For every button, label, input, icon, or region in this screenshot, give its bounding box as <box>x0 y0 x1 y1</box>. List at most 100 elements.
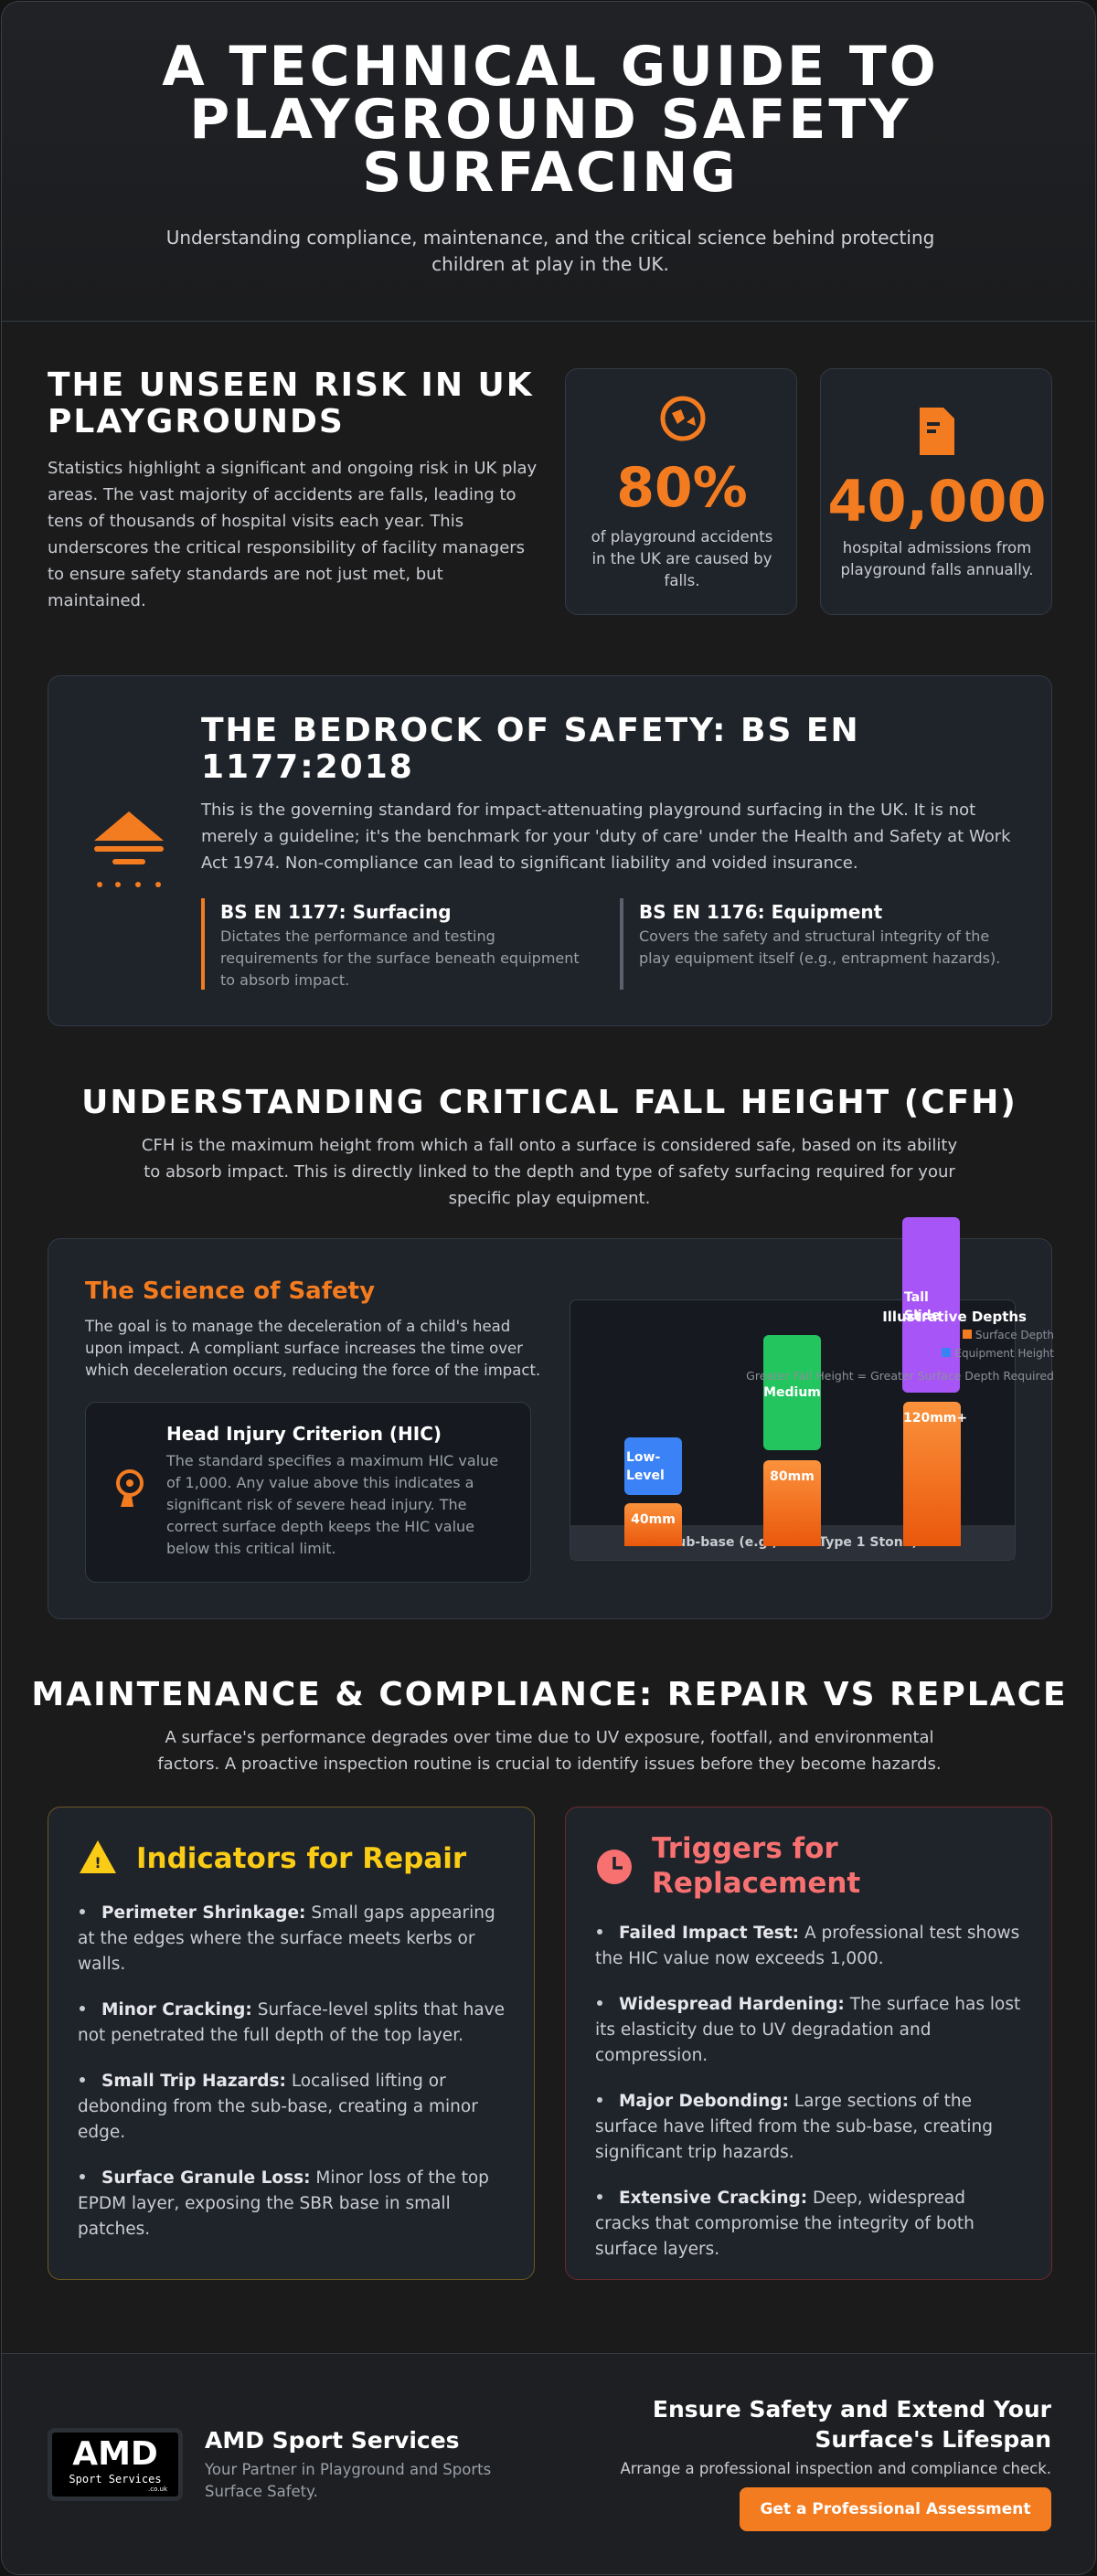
equipment-height-bar: Low-Level <box>624 1437 682 1495</box>
item-text: A professional test shows the HIC value … <box>595 1924 1020 1968</box>
logo-domain: .co.uk <box>148 2486 167 2493</box>
replace-card: Triggers for Replacement Failed Impact T… <box>565 1807 1052 2280</box>
replace-title: Triggers for Replacement <box>652 1832 861 1900</box>
globe-icon <box>660 396 706 441</box>
legend-swatch <box>962 1330 972 1339</box>
item-term: Major Debonding: <box>619 2092 789 2111</box>
list-item: Small Trip Hazards: Localised lifting or… <box>78 2069 507 2146</box>
list-item: Perimeter Shrinkage: Small gaps appearin… <box>78 1901 507 1977</box>
standard-item-title: BS EN 1177: Surfacing <box>220 901 452 923</box>
maintenance-title: MAINTENANCE & COMPLIANCE: REPAIR VS REPL… <box>31 1676 1068 1713</box>
header: A TECHNICAL GUIDE TO PLAYGROUND SAFETY S… <box>2 2 1095 322</box>
list-item: Widespread Hardening: The surface has lo… <box>595 1992 1025 2069</box>
list-item: Surface Granule Loss: Minor loss of the … <box>78 2166 507 2242</box>
depth-label: 120mm+ <box>903 1411 968 1426</box>
item-text: Small gaps appearing at the edges where … <box>78 1903 495 1974</box>
diagram-note: Greater Fall Height = Greater Surface De… <box>746 1369 1054 1383</box>
item-text: Large sections of the surface have lifte… <box>595 2092 994 2162</box>
legend-item: Equipment Height <box>842 1347 1054 1360</box>
risk-title: THE UNSEEN RISK IN UK PLAYGROUNDS <box>48 366 534 440</box>
logo: AMD Sport Services .co.uk <box>48 2428 183 2501</box>
standard-item: BS EN 1176: Equipment Covers the safety … <box>620 898 1013 990</box>
item-text: Surface-level splits that have not penet… <box>78 2000 506 2045</box>
legend-label: Surface Depth <box>975 1329 1054 1341</box>
list-item: Minor Cracking: Surface-level splits tha… <box>78 1998 507 2049</box>
standard-card: THE BEDROCK OF SAFETY: BS EN 1177:2018 T… <box>48 675 1052 1026</box>
bullet <box>597 2097 602 2103</box>
replace-list: Failed Impact Test: A professional test … <box>595 1921 1025 2283</box>
height-label: Low-Level <box>626 1450 665 1483</box>
bullet <box>80 1909 85 1914</box>
company-tagline: Your Partner in Playground and Sports Su… <box>205 2461 492 2500</box>
legend-swatch <box>942 1348 952 1357</box>
stat-label: of playground accidents in the UK are ca… <box>591 528 773 589</box>
item-term: Surface Granule Loss: <box>101 2168 311 2188</box>
standard-icon <box>94 811 164 887</box>
risk-text: Statistics highlight a significant and o… <box>48 459 538 610</box>
height-label: Tall Slide <box>904 1290 941 1323</box>
svg-text:!: ! <box>94 1854 101 1871</box>
cfh-text: CFH is the maximum height from which a f… <box>141 1136 958 1208</box>
hic-title: Head Injury Criterion (HIC) <box>166 1423 442 1445</box>
item-term: Perimeter Shrinkage: <box>101 1903 306 1923</box>
stat-value: 80% <box>616 456 748 520</box>
science-title: The Science of Safety <box>85 1277 376 1305</box>
logo-text: AMD <box>72 2435 158 2473</box>
warning-icon: ! <box>80 1840 116 1873</box>
surface-depth-bar: 80mm <box>763 1460 821 1546</box>
science-text: The goal is to manage the deceleration o… <box>85 1318 541 1379</box>
cta-text: Arrange a professional inspection and co… <box>620 2460 1051 2477</box>
legend-label: Equipment Height <box>954 1347 1054 1360</box>
standard-item-text: Dictates the performance and testing req… <box>220 928 580 989</box>
item-text: The surface has lost its elasticity due … <box>595 1995 1021 2065</box>
stat-card: 40,000 hospital admissions from playgrou… <box>820 368 1052 615</box>
list-item: Major Debonding: Large sections of the s… <box>595 2089 1025 2166</box>
bullet <box>80 2006 85 2011</box>
item-text: Localised lifting or debonding from the … <box>78 2072 478 2142</box>
science-card: The Science of Safety The goal is to man… <box>48 1217 1054 1619</box>
equipment-height-bar: Tall Slide <box>902 1217 960 1393</box>
document-icon <box>920 408 954 455</box>
stat-value: 40,000 <box>827 468 1047 535</box>
standard-item: BS EN 1177: Surfacing Dictates the perfo… <box>201 898 594 990</box>
standard-item-text: Covers the safety and structural integri… <box>639 928 1001 967</box>
legend-item: Surface Depth <box>842 1329 1054 1341</box>
repair-card: ! Indicators for Repair Perimeter Shrink… <box>48 1807 535 2280</box>
cta-title: Ensure Safety and Extend Your Surface's … <box>652 2396 1051 2453</box>
item-term: Extensive Cracking: <box>619 2189 808 2208</box>
header-title: A TECHNICAL GUIDE TO PLAYGROUND SAFETY S… <box>162 35 939 205</box>
item-term: Failed Impact Test: <box>619 1924 800 1943</box>
clock-icon <box>597 1850 632 1884</box>
standard-text: This is the governing standard for impac… <box>201 800 1011 873</box>
item-term: Minor Cracking: <box>101 2000 252 2019</box>
bullet <box>597 2000 602 2006</box>
hic-text: The standard specifies a maximum HIC val… <box>166 1452 499 1557</box>
equipment-height-bar: Medium <box>763 1335 821 1450</box>
diagram-title: Illustrative Depths <box>882 1309 1027 1325</box>
stat-label: hospital admissions from playground fall… <box>840 539 1034 578</box>
bullet <box>597 1929 602 1935</box>
list-item: Extensive Cracking: Deep, widespread cra… <box>595 2186 1025 2263</box>
item-term: Small Trip Hazards: <box>101 2072 286 2091</box>
repair-list: Perimeter Shrinkage: Small gaps appearin… <box>78 1901 507 2263</box>
standard-title: THE BEDROCK OF SAFETY: BS EN 1177:2018 <box>201 712 860 786</box>
header-subtitle: Understanding compliance, maintenance, a… <box>165 227 935 275</box>
cfh-title: UNDERSTANDING CRITICAL FALL HEIGHT (CFH) <box>81 1084 1017 1121</box>
list-item: Failed Impact Test: A professional test … <box>595 1921 1025 1972</box>
bullet <box>80 2174 85 2179</box>
cta-button[interactable]: Get a Professional Assessment <box>740 2487 1051 2531</box>
maintenance-text: A surface's performance degrades over ti… <box>157 1728 942 1774</box>
surface-depth-bar: 120mm+ <box>903 1402 968 1546</box>
item-text: Deep, widespread cracks that compromise … <box>595 2189 975 2259</box>
repair-title: Indicators for Repair <box>136 1842 467 1875</box>
item-text: Minor loss of the top EPDM layer, exposi… <box>78 2168 489 2239</box>
hic-box: Head Injury Criterion (HIC) The standard… <box>85 1402 531 1583</box>
standard-item-title: BS EN 1176: Equipment <box>639 901 883 923</box>
depth-diagram: Sub-base (e.g., MOT Type 1 Stone) Low-Le… <box>570 1299 1016 1561</box>
stat-card: 80% of playground accidents in the UK ar… <box>565 368 797 615</box>
bullet <box>597 2194 602 2200</box>
footer: AMD Sport Services .co.uk AMD Sport Serv… <box>2 2353 1095 2574</box>
hic-icon <box>116 1469 144 1507</box>
bullet <box>80 2077 85 2083</box>
